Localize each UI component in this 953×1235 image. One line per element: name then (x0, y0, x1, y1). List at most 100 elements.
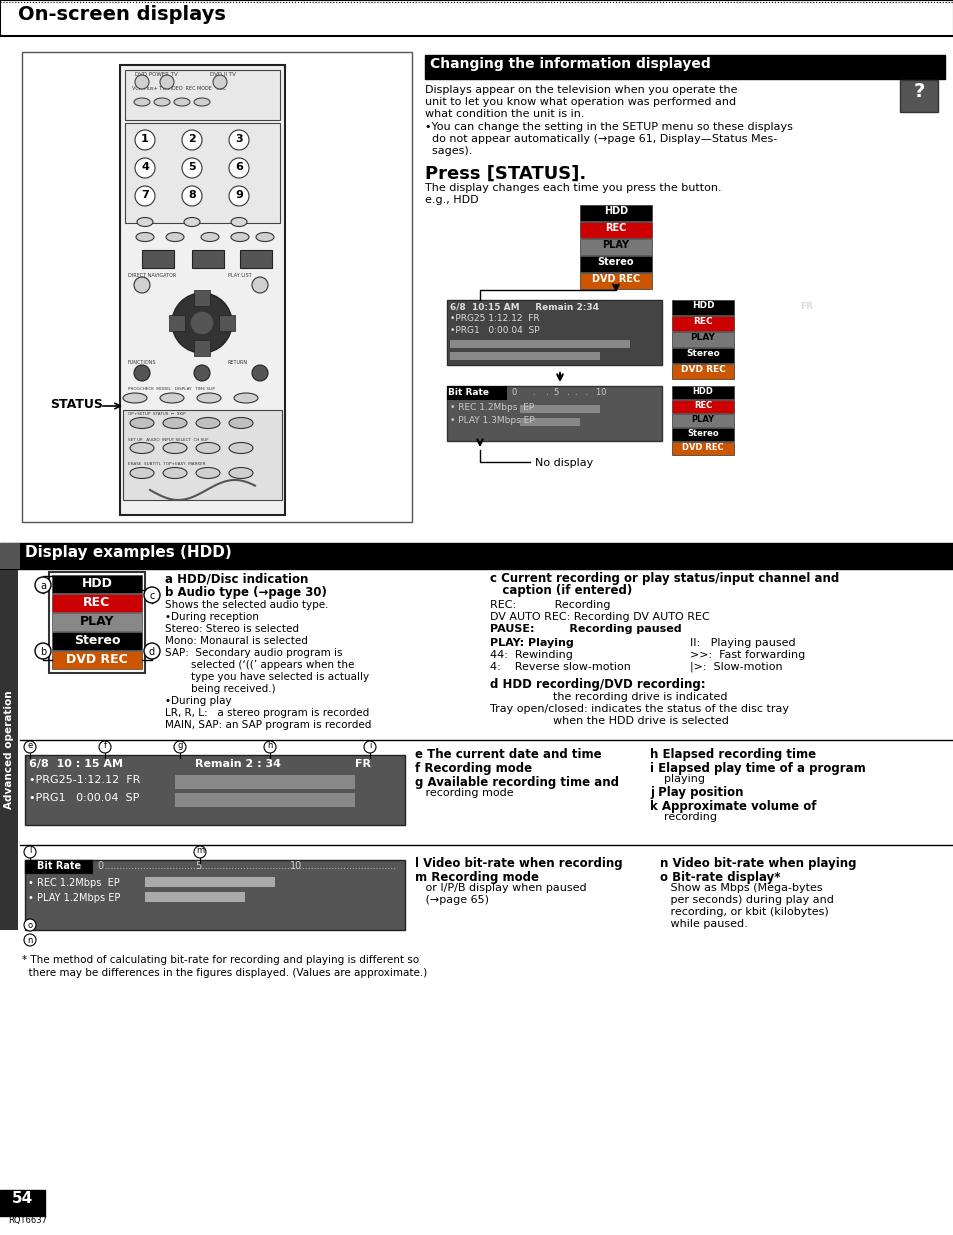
Text: 4:    Reverse slow-motion: 4: Reverse slow-motion (490, 662, 630, 672)
Text: k Approximate volume of: k Approximate volume of (649, 800, 816, 813)
Bar (579, 222, 651, 238)
Bar (671, 348, 733, 363)
Text: MAIN, SAP: an SAP program is recorded: MAIN, SAP: an SAP program is recorded (165, 720, 371, 730)
Text: d: d (149, 647, 155, 657)
Bar (240, 249, 272, 268)
Text: Stereo: Stereo is selected: Stereo: Stereo is selected (165, 624, 298, 634)
Circle shape (35, 577, 51, 593)
Ellipse shape (163, 468, 187, 478)
Text: i: i (369, 741, 371, 750)
Text: PLAY: PLAY (690, 333, 715, 342)
Text: per seconds) during play and: per seconds) during play and (659, 895, 833, 905)
Bar (671, 429, 733, 441)
Text: •During reception: •During reception (165, 613, 258, 622)
Text: while paused.: while paused. (659, 919, 747, 929)
Circle shape (229, 186, 249, 206)
Circle shape (182, 158, 202, 178)
Ellipse shape (133, 98, 150, 106)
Bar (174, 793, 355, 806)
Ellipse shape (229, 417, 253, 429)
Text: Stereo: Stereo (73, 634, 120, 647)
Bar (52, 594, 142, 613)
Bar (52, 576, 142, 593)
Ellipse shape (184, 217, 200, 226)
Text: l Video bit-rate when recording: l Video bit-rate when recording (415, 857, 622, 869)
Text: • PLAY 1.2Mbps EP: • PLAY 1.2Mbps EP (28, 893, 120, 903)
Text: sages).: sages). (424, 146, 472, 156)
Ellipse shape (195, 468, 220, 478)
Text: or I/P/B display when paused: or I/P/B display when paused (415, 883, 586, 893)
Text: SAP:  Secondary audio program is: SAP: Secondary audio program is (165, 648, 342, 658)
Bar (0, 543, 20, 569)
Circle shape (144, 643, 160, 659)
Text: do not appear automatically (→page 61, Display—Status Mes-: do not appear automatically (→page 61, D… (424, 135, 777, 144)
Circle shape (144, 587, 160, 603)
Bar (125, 70, 280, 120)
Text: Tray open/closed: indicates the status of the disc tray: Tray open/closed: indicates the status o… (490, 704, 788, 714)
Text: 2: 2 (188, 135, 195, 144)
Text: HDD: HDD (81, 577, 112, 590)
Circle shape (135, 186, 154, 206)
Ellipse shape (160, 393, 184, 403)
Circle shape (229, 130, 249, 149)
Bar (49, 572, 145, 673)
Text: REC: REC (83, 597, 111, 609)
Ellipse shape (255, 232, 274, 242)
Circle shape (182, 130, 202, 149)
Text: 6/8  10 : 15 AM: 6/8 10 : 15 AM (29, 760, 123, 769)
Bar (899, 80, 937, 112)
Text: playing: playing (649, 774, 704, 784)
Circle shape (35, 643, 51, 659)
Text: The display changes each time you press the button.: The display changes each time you press … (424, 183, 720, 193)
Circle shape (24, 934, 36, 946)
Text: FR: FR (355, 760, 371, 769)
Bar (579, 240, 651, 254)
Ellipse shape (201, 232, 219, 242)
Circle shape (193, 366, 210, 382)
Text: Changing the information displayed: Changing the information displayed (430, 57, 710, 70)
Circle shape (160, 75, 173, 89)
Ellipse shape (166, 232, 184, 242)
Bar (671, 300, 733, 315)
Text: 10: 10 (290, 861, 302, 871)
Text: e The current date and time: e The current date and time (415, 748, 601, 761)
Bar (22, 52, 412, 522)
Text: ERASE  SUBTITL  TOP+EASY  MARKER: ERASE SUBTITL TOP+EASY MARKER (128, 462, 206, 466)
Bar (671, 316, 733, 331)
Ellipse shape (153, 98, 170, 106)
Text: type you have selected is actually: type you have selected is actually (165, 672, 369, 682)
Text: FUNCTIONS: FUNCTIONS (128, 359, 156, 366)
Text: DVD REC: DVD REC (681, 443, 723, 452)
Text: PLAY: PLAY (691, 415, 714, 424)
Bar (519, 417, 579, 426)
Text: g: g (177, 741, 182, 750)
Bar (123, 410, 282, 500)
Circle shape (173, 741, 186, 753)
Text: j Play position: j Play position (649, 785, 742, 799)
Bar (447, 387, 506, 400)
Circle shape (213, 75, 227, 89)
Text: b Audio type (→page 30): b Audio type (→page 30) (165, 585, 327, 599)
Text: i Elapsed play time of a program: i Elapsed play time of a program (649, 762, 864, 776)
Ellipse shape (130, 417, 153, 429)
Text: c: c (150, 592, 154, 601)
Text: 8: 8 (188, 190, 195, 200)
Text: d HDD recording/DVD recording:: d HDD recording/DVD recording: (490, 678, 705, 692)
Circle shape (24, 741, 36, 753)
Text: caption (if entered): caption (if entered) (490, 584, 632, 597)
Text: REC: REC (693, 317, 712, 326)
Text: 6/8  10:15 AM     Remain 2:34: 6/8 10:15 AM Remain 2:34 (450, 303, 598, 311)
Text: Press [STATUS].: Press [STATUS]. (424, 165, 586, 183)
Text: 5: 5 (194, 861, 201, 871)
Ellipse shape (229, 468, 253, 478)
Text: (→page 65): (→page 65) (415, 895, 489, 905)
Bar (120, 65, 285, 515)
Circle shape (135, 158, 154, 178)
Text: a: a (40, 580, 46, 592)
Bar (519, 405, 599, 412)
Text: •PRG25 1:12.12  FR: •PRG25 1:12.12 FR (450, 314, 539, 324)
Circle shape (24, 846, 36, 858)
Circle shape (264, 741, 275, 753)
Text: a HDD/Disc indication: a HDD/Disc indication (165, 572, 308, 585)
Ellipse shape (163, 442, 187, 453)
